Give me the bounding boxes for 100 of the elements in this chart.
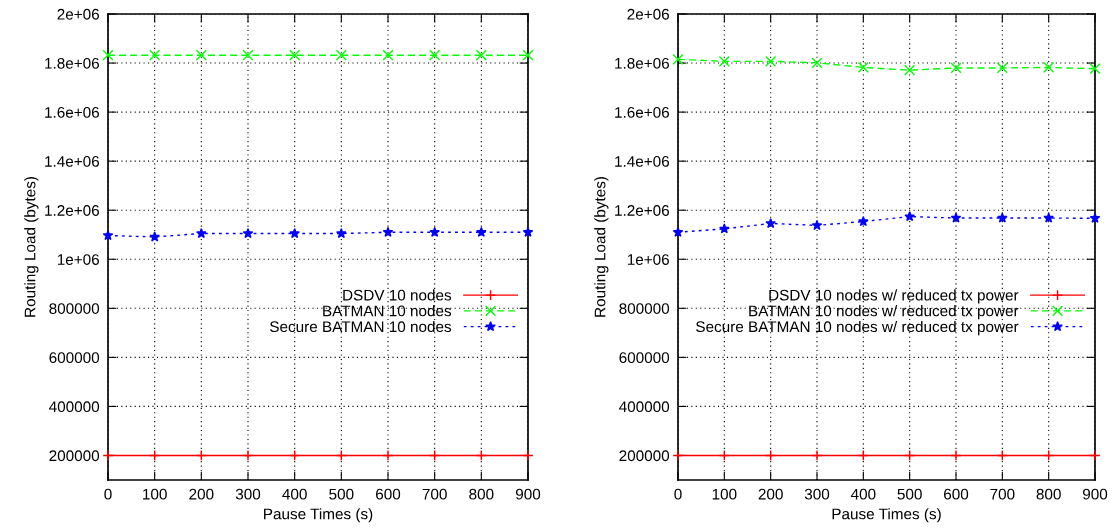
point (718, 55, 730, 67)
point (242, 227, 254, 239)
point (1043, 61, 1055, 74)
point (289, 49, 301, 61)
point (1089, 212, 1101, 223)
point (811, 57, 823, 69)
x-tick-label: 0 (104, 488, 112, 500)
legend-label: Secure BATMAN 10 nodes (270, 320, 452, 333)
point (429, 226, 440, 237)
point (242, 49, 254, 61)
point (335, 449, 347, 462)
x-tick-label: 800 (1036, 488, 1061, 500)
point (102, 229, 114, 241)
y-tick-label: 1.2e+06 (615, 205, 669, 216)
point (950, 62, 962, 74)
point (718, 449, 730, 462)
y-tick-label: 600000 (49, 352, 100, 364)
point (672, 226, 684, 237)
x-tick-label: 200 (189, 488, 214, 500)
point (336, 227, 347, 239)
point (149, 49, 161, 61)
x-tick-label: 300 (235, 488, 261, 500)
x-tick-label: 800 (469, 488, 494, 500)
y-tick-label: 200000 (49, 450, 100, 462)
y-tick-label: 1e+06 (57, 254, 99, 265)
y-tick-label: 1e+06 (627, 254, 669, 265)
y-tick-label: 800000 (619, 303, 670, 314)
x-tick-label: 200 (758, 488, 783, 500)
y-axis-title: Routing Load (bytes) (594, 177, 609, 317)
x-tick-label: 500 (329, 488, 354, 500)
point (950, 212, 962, 223)
y-tick-label: 800000 (49, 303, 100, 314)
point (996, 62, 1008, 74)
point (904, 449, 916, 462)
x-axis-title: Pause Times (s) (832, 508, 941, 523)
point (289, 449, 301, 462)
point (672, 449, 684, 462)
point (335, 49, 347, 61)
point (1043, 449, 1055, 462)
point (522, 49, 534, 61)
point (765, 449, 777, 462)
y-axis-title: Routing Load (bytes) (24, 177, 39, 317)
point (765, 217, 776, 229)
point (102, 449, 114, 462)
y-tick-label: 1.6e+06 (615, 106, 669, 118)
point (811, 219, 823, 231)
x-tick-label: 900 (515, 488, 541, 500)
x-tick-label: 600 (376, 488, 401, 500)
point (522, 226, 534, 237)
x-tick-label: 300 (804, 488, 830, 500)
x-tick-label: 0 (674, 488, 682, 500)
y-tick-label: 2e+06 (627, 8, 669, 20)
x-tick-label: 100 (712, 488, 737, 500)
point (195, 49, 207, 61)
y-tick-label: 1.2e+06 (45, 205, 99, 216)
point (719, 223, 730, 234)
point (672, 53, 684, 65)
legend-label: Secure BATMAN 10 nodes w/ reduced tx power (696, 320, 1019, 336)
point (429, 49, 441, 61)
legend-label: BATMAN 10 nodes w/ reduced tx power (749, 305, 1019, 320)
point (382, 449, 394, 462)
y-tick-label: 1.4e+06 (45, 156, 99, 167)
point (522, 449, 534, 462)
x-tick-label: 400 (850, 488, 876, 500)
point (857, 61, 869, 74)
point (765, 55, 777, 67)
y-tick-label: 1.6e+06 (45, 106, 99, 118)
point (858, 215, 869, 227)
legend-label: DSDV 10 nodes w/ reduced tx power (769, 289, 1019, 304)
x-tick-label: 900 (1082, 488, 1108, 500)
point (1089, 63, 1101, 75)
point (382, 49, 394, 61)
point (242, 449, 254, 462)
point (429, 449, 441, 462)
point (997, 212, 1008, 223)
point (289, 227, 300, 239)
y-tick-label: 2e+06 (57, 8, 99, 20)
point (196, 227, 207, 239)
x-tick-label: 700 (990, 488, 1015, 500)
point (475, 449, 487, 462)
point (1089, 449, 1101, 462)
x-tick-label: 500 (897, 488, 922, 500)
point (1043, 212, 1054, 223)
point (102, 49, 114, 61)
point (950, 449, 962, 462)
point (382, 226, 394, 237)
point (857, 449, 869, 462)
y-tick-label: 400000 (49, 401, 100, 413)
y-tick-label: 1.8e+06 (615, 57, 669, 69)
point (996, 449, 1008, 462)
legend-label: DSDV 10 nodes (343, 289, 452, 301)
y-tick-label: 200000 (619, 450, 670, 462)
point (149, 231, 160, 242)
point (904, 64, 916, 76)
x-tick-label: 700 (422, 488, 447, 500)
point (149, 449, 161, 462)
x-axis-title: Pause Times (s) (264, 508, 373, 523)
x-tick-label: 400 (282, 488, 307, 500)
legend-label: BATMAN 10 nodes (323, 305, 452, 317)
y-tick-label: 1.4e+06 (615, 156, 669, 167)
